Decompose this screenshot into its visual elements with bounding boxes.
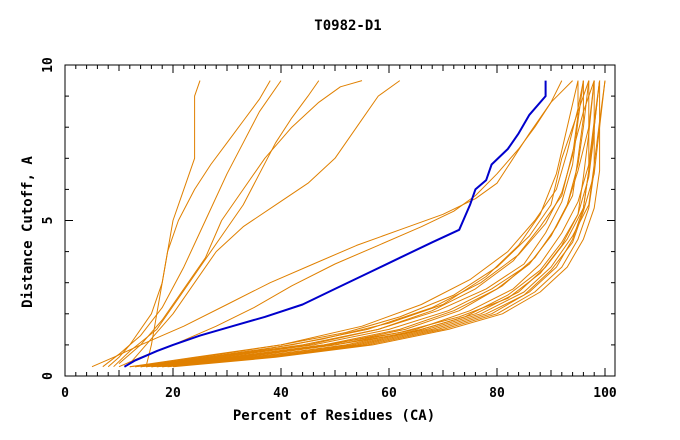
y-tick-label-0: 0 xyxy=(41,372,56,380)
series-line-18 xyxy=(140,80,595,368)
x-tick-label-100: 100 xyxy=(593,386,617,401)
series-line-17 xyxy=(145,80,584,368)
y-tick-label-5: 5 xyxy=(41,217,56,225)
series-line-9 xyxy=(129,80,579,368)
series-line-5 xyxy=(118,80,363,364)
x-axis-label: Percent of Residues (CA) xyxy=(233,408,435,424)
series-line-20 xyxy=(167,80,601,368)
x-tick-label-60: 60 xyxy=(381,386,397,401)
series-line-22 xyxy=(162,80,590,368)
series-line-24 xyxy=(151,80,595,368)
series-line-6 xyxy=(129,80,401,364)
series-line-23 xyxy=(172,80,601,368)
series-line-25 xyxy=(140,80,579,368)
y-axis-label: Distance Cutoff, A xyxy=(20,156,36,308)
chart-title: T0982-D1 xyxy=(314,18,381,34)
series-line-16 xyxy=(151,80,595,368)
x-tick-label-20: 20 xyxy=(165,386,181,401)
series-line-26 xyxy=(129,80,584,368)
series-line-3 xyxy=(102,80,282,368)
x-tick-label-80: 80 xyxy=(489,386,505,401)
highlight-series-line xyxy=(123,80,547,368)
series-line-21 xyxy=(135,80,584,368)
series-line-19 xyxy=(156,80,606,368)
series-line-10 xyxy=(135,80,590,368)
series-line-7 xyxy=(118,80,563,368)
x-tick-label-0: 0 xyxy=(61,386,69,401)
series-line-15 xyxy=(162,80,606,368)
series-line-8 xyxy=(91,80,573,368)
series-line-4 xyxy=(113,80,320,368)
series-line-1 xyxy=(145,80,201,367)
plot-lines xyxy=(91,80,606,368)
x-tick-label-40: 40 xyxy=(273,386,289,401)
axis-ticks: 0 20 40 60 80 100 0 5 10 xyxy=(41,57,617,401)
y-tick-label-10: 10 xyxy=(41,57,56,73)
